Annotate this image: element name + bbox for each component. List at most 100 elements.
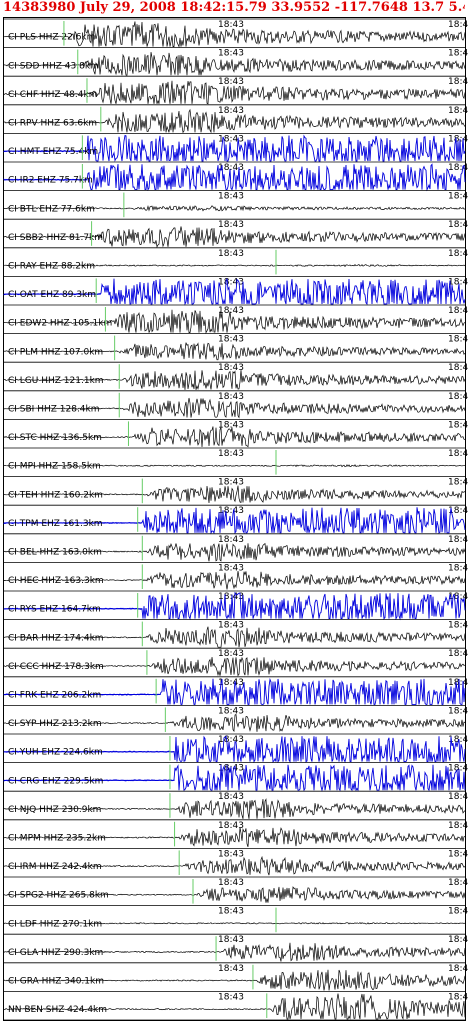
- time-tick-label: 18:43: [218, 277, 244, 287]
- waveform-trace: [3, 942, 466, 962]
- time-tick-label: 18:43: [218, 678, 244, 688]
- time-tick-label: 18:43: [218, 964, 244, 974]
- time-tick-label: 18:4: [448, 420, 468, 430]
- station-label: CI TPM EHZ 161.3km: [8, 519, 103, 529]
- waveform-trace: [3, 827, 466, 848]
- time-tick-label: 18:43: [218, 20, 244, 30]
- time-tick-label: 18:43: [218, 106, 244, 116]
- waveform-trace: [3, 464, 466, 468]
- station-label: CI IR2 EHZ 75.7km: [8, 176, 93, 186]
- time-tick-label: 18:4: [448, 306, 468, 316]
- time-tick-label: 18:4: [448, 163, 468, 173]
- time-tick-label: 18:4: [448, 678, 468, 688]
- station-label: CI BEL HHZ 163.0km: [8, 548, 102, 558]
- time-tick-label: 18:4: [448, 563, 468, 573]
- station-label: NN BEN SHZ 424.4km: [8, 1005, 107, 1015]
- time-tick-label: 18:43: [218, 792, 244, 802]
- station-label: CI CCC HHZ 178.3km: [8, 662, 104, 672]
- time-tick-label: 18:43: [218, 821, 244, 831]
- time-tick-label: 18:4: [448, 821, 468, 831]
- station-label: CI CHF HHZ 48.4km: [8, 90, 97, 100]
- waveform-trace: [3, 370, 466, 390]
- time-tick-label: 18:4: [448, 964, 468, 974]
- station-label: CI SBI HHZ 128.4km: [8, 405, 100, 415]
- time-tick-label: 18:43: [218, 220, 244, 230]
- waveform-trace: [3, 485, 466, 504]
- time-tick-label: 18:43: [218, 935, 244, 945]
- time-tick-label: 18:4: [448, 506, 468, 516]
- time-tick-label: 18:43: [218, 363, 244, 373]
- station-label: CI SPG2 HHZ 265.8km: [8, 891, 109, 901]
- station-label: CI BAR HHZ 174.4km: [8, 633, 104, 643]
- time-tick-label: 18:43: [218, 77, 244, 87]
- station-label: CI IRM HHZ 242.4km: [8, 862, 102, 872]
- time-tick-label: 18:43: [218, 506, 244, 516]
- waveform-trace: [3, 21, 466, 48]
- time-tick-label: 18:43: [218, 735, 244, 745]
- station-label: CI HEC HHZ 163.3km: [8, 576, 104, 586]
- time-tick-label: 18:4: [448, 535, 468, 545]
- station-label: CI BTL EHZ 77.6km: [8, 204, 95, 214]
- station-label: CI NJQ HHZ 230.9km: [8, 805, 101, 815]
- time-tick-label: 18:43: [218, 706, 244, 716]
- waveform-trace: [3, 656, 466, 677]
- time-tick-label: 18:4: [448, 792, 468, 802]
- time-tick-label: 18:43: [218, 992, 244, 1002]
- waveform-trace: [3, 108, 466, 134]
- station-label: CI PLM HHZ 107.0km: [8, 347, 103, 357]
- time-tick-label: 18:4: [448, 106, 468, 116]
- waveform-trace: [3, 798, 466, 819]
- waveform-trace: [3, 134, 466, 162]
- station-label: CI GLA HHZ 290.3km: [8, 948, 103, 958]
- time-tick-label: 18:43: [218, 392, 244, 402]
- time-tick-label: 18:4: [448, 764, 468, 774]
- time-tick-label: 18:4: [448, 907, 468, 917]
- time-tick-label: 18:43: [218, 420, 244, 430]
- waveform-trace: [3, 342, 466, 361]
- station-label: CI RYS EHZ 164.7km: [8, 605, 101, 615]
- station-label: CI LDF HHZ 270.1km: [8, 919, 102, 929]
- station-label: CI EDW2 HHZ 105.1km: [8, 319, 112, 329]
- time-tick-label: 18:4: [448, 134, 468, 144]
- station-label: CI PLS HHZ 22.6km: [8, 33, 95, 43]
- time-tick-label: 18:4: [448, 335, 468, 345]
- station-label: CI MPI HHZ 158.5km: [8, 462, 101, 472]
- time-tick-label: 18:43: [218, 306, 244, 316]
- waveform-trace: [3, 204, 465, 212]
- time-tick-label: 18:43: [218, 449, 244, 459]
- station-label: CI MPM HHZ 235.2km: [8, 834, 106, 844]
- waveform-trace: [3, 542, 466, 562]
- waveform-trace: [3, 397, 466, 419]
- time-tick-label: 18:4: [448, 220, 468, 230]
- time-tick-label: 18:4: [448, 735, 468, 745]
- waveform-trace: [3, 922, 466, 925]
- plot-frame: [3, 17, 466, 1021]
- waveform-trace: [3, 264, 466, 268]
- station-label: CI RAY EHZ 88.2km: [8, 262, 95, 272]
- station-label: CI SDD HHZ 43.8km: [8, 61, 99, 71]
- time-tick-label: 18:43: [218, 592, 244, 602]
- time-tick-label: 18:4: [448, 20, 468, 30]
- station-label: CI LGU HHZ 121.1km: [8, 376, 104, 386]
- time-tick-label: 18:4: [448, 992, 468, 1002]
- station-label: CI GRA HHZ 340.1km: [8, 977, 104, 987]
- station-label: CI YUH EHZ 224.6km: [8, 748, 103, 758]
- waveform-trace: [3, 969, 466, 991]
- waveform-trace: [3, 713, 466, 733]
- time-tick-label: 18:4: [448, 392, 468, 402]
- station-label: CI STC HHZ 136.5km: [8, 433, 102, 443]
- event-title: 14383980 July 29, 2008 18:42:15.79 33.95…: [3, 0, 465, 15]
- station-label: CI CRG EHZ 229.5km: [8, 776, 103, 786]
- waveform-trace: [3, 426, 466, 448]
- station-label: CI SYP HHZ 213.2km: [8, 719, 102, 729]
- waveform-trace: [3, 52, 466, 76]
- time-tick-label: 18:43: [218, 49, 244, 59]
- waveform-trace: [3, 226, 466, 248]
- time-tick-label: 18:4: [448, 192, 468, 202]
- time-tick-label: 18:4: [448, 449, 468, 459]
- waveform-trace: [3, 80, 466, 105]
- waveform-trace: [4, 855, 466, 876]
- waveform-trace: [3, 886, 466, 903]
- time-tick-label: 18:43: [218, 192, 244, 202]
